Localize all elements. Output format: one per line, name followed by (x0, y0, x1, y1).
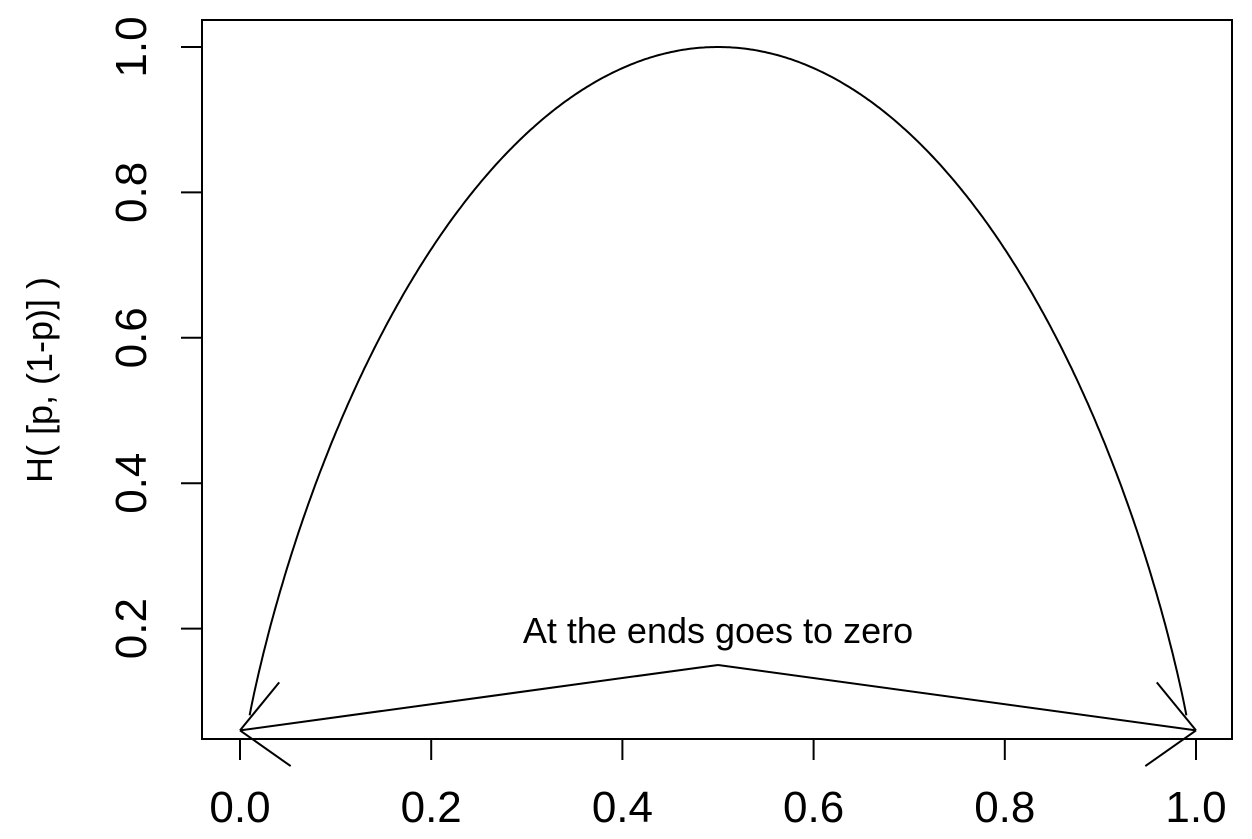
annotation-label: At the ends goes to zero (523, 610, 913, 651)
x-tick-label: 0.8 (974, 783, 1035, 832)
annotation-arrow-head (239, 681, 280, 732)
x-tick-label: 0.4 (592, 783, 653, 832)
x-tick-label: 0.6 (783, 783, 844, 832)
y-axis: 0.2 0.4 0.6 0.8 1.0 (107, 16, 202, 659)
annotation-arrows (239, 663, 1197, 767)
x-tick-label: 1.0 (1165, 783, 1226, 832)
plot-frame (201, 19, 1233, 740)
annotation-arrow-shaft (717, 663, 1197, 732)
x-tick-label: 0.2 (401, 783, 462, 832)
y-tick-label: 0.4 (107, 453, 156, 514)
y-tick-label: 1.0 (107, 16, 156, 77)
entropy-curve-line (248, 46, 1188, 716)
y-axis-title: H( [p, (1-p)] ) (19, 277, 60, 483)
y-tick-label: 0.6 (107, 307, 156, 368)
x-axis: 0.0 0.2 0.4 0.6 0.8 1.0 (209, 739, 1227, 832)
y-tick-label: 0.2 (107, 598, 156, 659)
x-tick-label: 0.0 (209, 783, 270, 832)
annotation-arrow-head (1144, 729, 1197, 767)
annotation-arrow-shaft (239, 663, 719, 732)
annotation-arrow-head (1156, 681, 1197, 732)
y-tick-label: 0.8 (107, 162, 156, 223)
annotation-arrow-head (239, 729, 292, 767)
